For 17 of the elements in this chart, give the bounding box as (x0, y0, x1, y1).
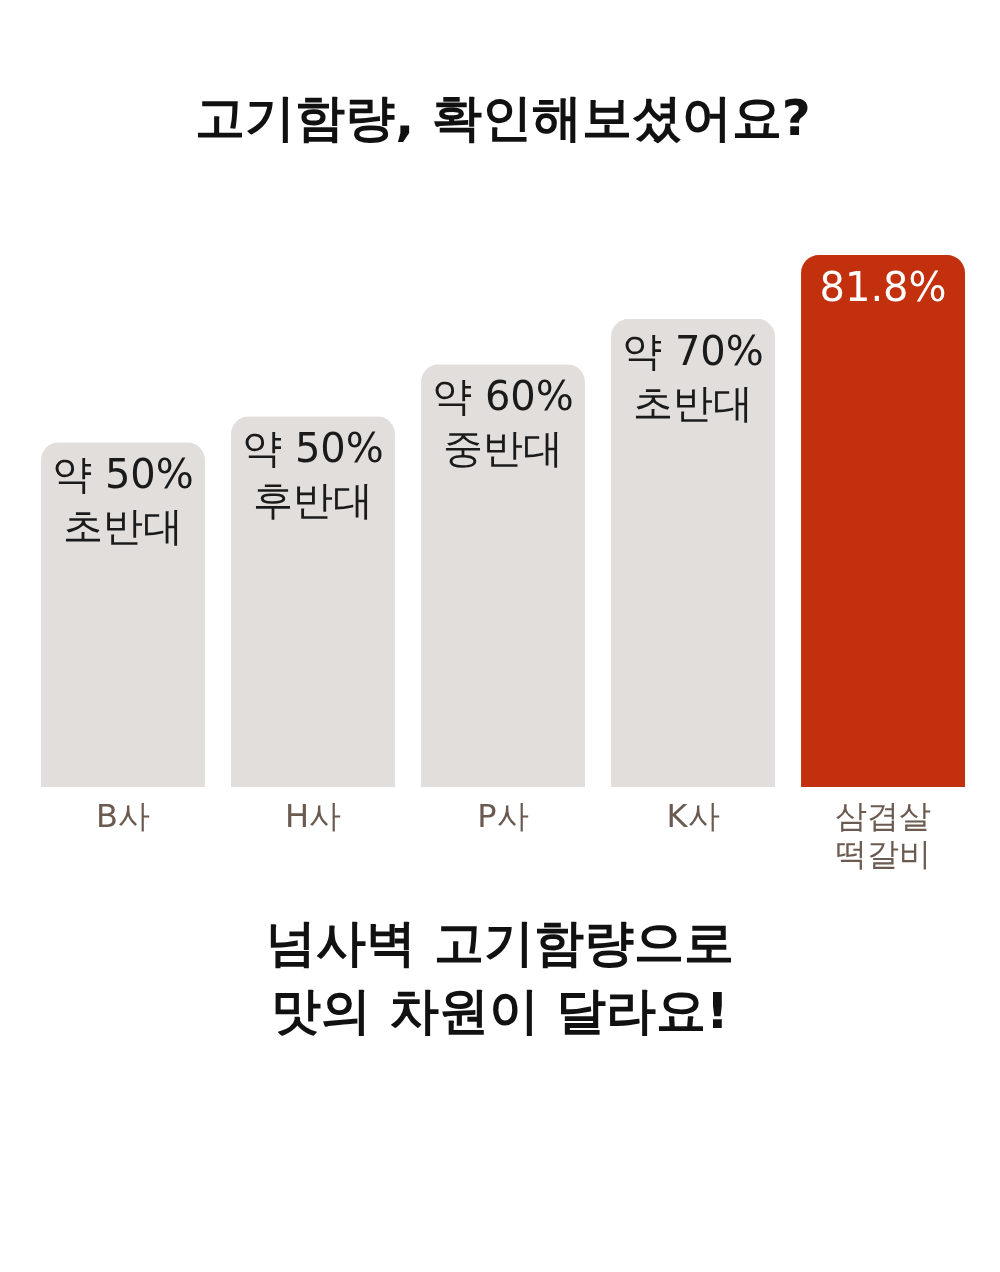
bar (231, 416, 395, 787)
x-tick-label: K사 (666, 796, 720, 835)
x-tick-label: B사 (96, 796, 150, 835)
bar (421, 364, 585, 787)
text: 넘사벽 고기함량으로 맛의 차원이 달라요! (265, 913, 735, 1042)
x-tick-label: H사 (284, 796, 342, 835)
data-label: 약 50% 후반대 (242, 425, 384, 524)
data-label: 약 60% 중반대 (432, 373, 574, 472)
x-tick-label: P사 (477, 796, 529, 835)
data-label: 약 70% 초반대 (622, 327, 764, 426)
chart-title: 고기함량, 확인해보셨어요? (195, 89, 811, 147)
bar (41, 442, 205, 787)
x-tick-label: 삼겹살 떡갈비 (835, 796, 932, 873)
data-label: 81.8% (819, 264, 947, 310)
data-label: 약 50% 초반대 (52, 451, 194, 550)
bar (801, 255, 965, 787)
bar (611, 318, 775, 787)
